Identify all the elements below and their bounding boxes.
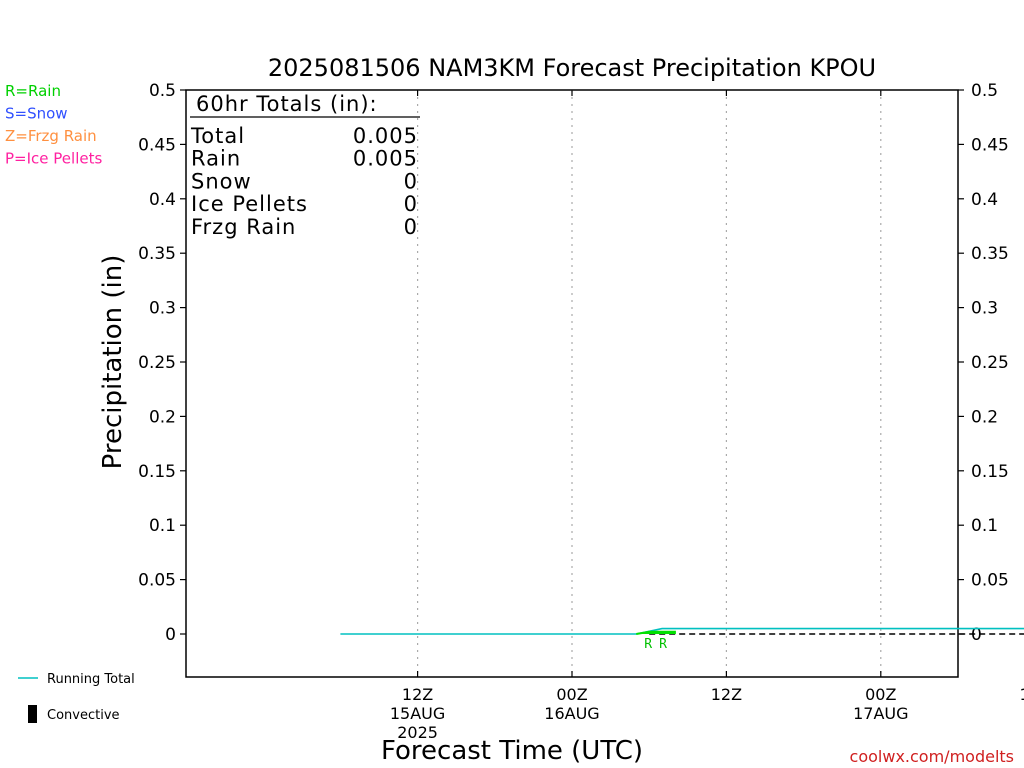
y-tick-label-right: 0.4 [971,190,998,210]
x-axis: 12Z15AUG202500Z16AUG12Z00Z17AUG12Z [390,90,1024,742]
y-tick-label-right: 0.15 [971,462,1009,482]
series-rain [636,630,676,635]
type-legend-item: S=Snow [5,105,68,123]
type-legend-item: Z=Frzg Rain [5,127,97,145]
series-running-total [340,627,1024,635]
line-legend: Running Total Convective [18,672,135,723]
type-legend: R=Rain S=Snow Z=Frzg Rain P=Ice Pellets [5,82,102,168]
y-tick-label-left: 0.25 [138,353,176,373]
totals-value: 0 [404,215,418,239]
totals-heading: 60hr Totals (in): [196,92,378,116]
totals-label: Snow [191,169,252,193]
y-axis: 0 00.05 0.050.1 0.10.15 0.150.2 0.20.25 0.250.… [138,81,1009,645]
y-tick-label-left: 0.4 [149,190,176,210]
y-tick-label-right: 0.35 [971,244,1009,264]
x-tick-label: 17AUG [853,704,908,723]
y-tick-label-left: 0.15 [138,462,176,482]
totals-label: Rain [191,147,241,171]
y-axis-label: Precipitation (in) [98,255,128,470]
totals-value: 0.005 [353,147,418,171]
y-tick-label-right: 0.5 [971,81,998,101]
y-tick-label-left: 0.35 [138,244,176,264]
totals-label: Ice Pellets [191,192,308,216]
x-tick-label: 12Z [402,685,433,704]
x-tick-label: 16AUG [544,704,599,723]
y-tick-label-right: 0.25 [971,353,1009,373]
totals-value: 0 [404,192,418,216]
totals-value: 0.005 [353,124,418,148]
credit-text: coolwx.com/modelts [850,747,1014,766]
y-tick-label-left: 0.1 [149,516,176,536]
x-tick-label: 00Z [556,685,587,704]
totals-value: 0 [404,169,418,193]
grid-lines [417,90,882,677]
totals-label: Total [190,124,245,148]
legend-swatch-convective [28,705,37,723]
type-marker-rain: R [644,637,652,652]
chart-title: 2025081506 NAM3KM Forecast Precipitation… [268,54,876,82]
y-tick-label-left: 0.2 [149,407,176,427]
y-tick-label-right: 0.05 [971,571,1009,591]
series-layer [340,627,1024,635]
y-tick-label-right: 0.1 [971,516,998,536]
type-legend-item: P=Ice Pellets [5,150,102,168]
y-tick-label-right: 0.45 [971,135,1009,155]
y-tick-label-right: 0.2 [971,407,998,427]
y-tick-label-right: 0.3 [971,299,998,319]
legend-label: Convective [47,708,120,723]
y-tick-label-left: 0.05 [138,571,176,591]
y-tick-label-left: 0 [165,625,176,645]
x-axis-label: Forecast Time (UTC) [381,736,643,766]
y-tick-label-left: 0.45 [138,135,176,155]
x-tick-label: 2025 [397,723,438,742]
x-tick-label: 12Z [711,685,742,704]
y-tick-label-right: 0 [971,625,982,645]
totals-box: 60hr Totals (in): Total 0.005 Rain 0.005 Snow… [190,92,420,239]
totals-label: Frzg Rain [191,215,296,239]
type-marker-rain: R [659,637,667,652]
y-tick-label-left: 0.3 [149,299,176,319]
x-tick-label: 12Z [1020,685,1024,704]
x-tick-label: 15AUG [390,704,445,723]
type-legend-item: R=Rain [5,82,61,100]
x-tick-label: 00Z [865,685,896,704]
legend-label: Running Total [47,672,135,687]
y-tick-label-left: 0.5 [149,81,176,101]
